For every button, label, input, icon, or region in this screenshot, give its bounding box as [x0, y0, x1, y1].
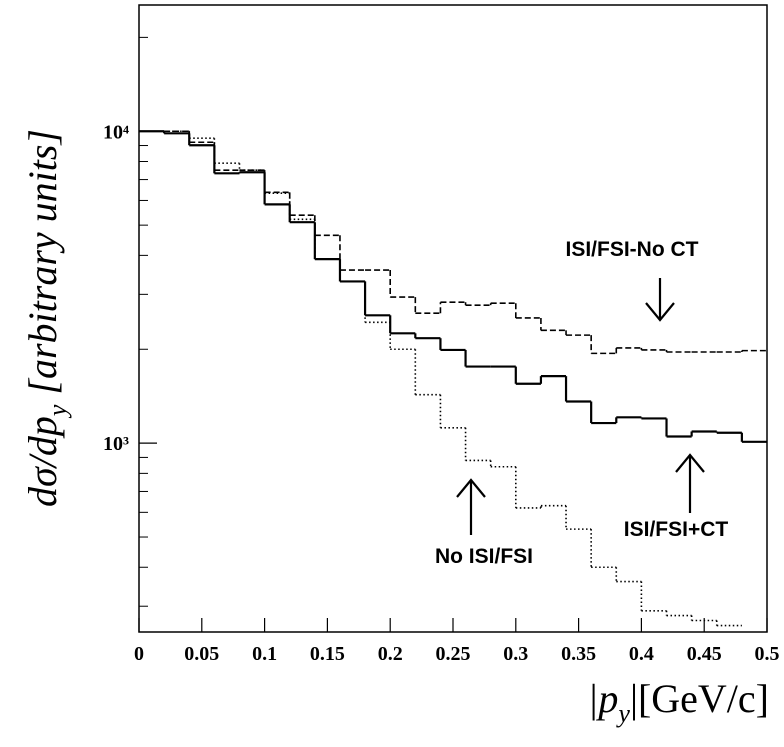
series-label: ISI/FSI+CT [624, 518, 729, 541]
x-tick-label: 0.5 [755, 643, 780, 665]
arrow-head [456, 478, 486, 498]
series-label: No ISI/FSI [435, 545, 533, 568]
x-tick-label: 0.45 [687, 643, 722, 665]
x-tick-label: 0.3 [503, 643, 528, 665]
arrow-head [675, 453, 705, 473]
x-tick-label: 0 [134, 643, 144, 665]
x-tick-label: 0.1 [252, 643, 277, 665]
x-tick-label: 0.15 [310, 643, 345, 665]
x-tick-label: 0.25 [436, 643, 471, 665]
x-tick-label: 0.35 [561, 643, 596, 665]
x-tick-label: 0.2 [378, 643, 403, 665]
x-axis-label: |py|[GeV/c] [587, 676, 769, 728]
x-label-open: |p [587, 676, 618, 721]
y-tick-label: 10⁴ [103, 121, 129, 143]
y-label-sub: y [43, 404, 72, 419]
arrow-head [645, 302, 675, 322]
y-label-rest: [arbitrary units] [20, 129, 65, 405]
x-label-rest: |[GeV/c] [630, 676, 769, 721]
y-tick-label: 10³ [103, 433, 129, 455]
y-axis-label: dσ/dpy [arbitrary units] [20, 129, 72, 507]
series-label: ISI/FSI-No CT [566, 238, 699, 261]
x-label-sub: y [615, 699, 630, 728]
x-tick-label: 0.05 [184, 643, 219, 665]
x-tick-label: 0.4 [629, 643, 654, 665]
y-label-main: dσ/dp [20, 416, 65, 507]
